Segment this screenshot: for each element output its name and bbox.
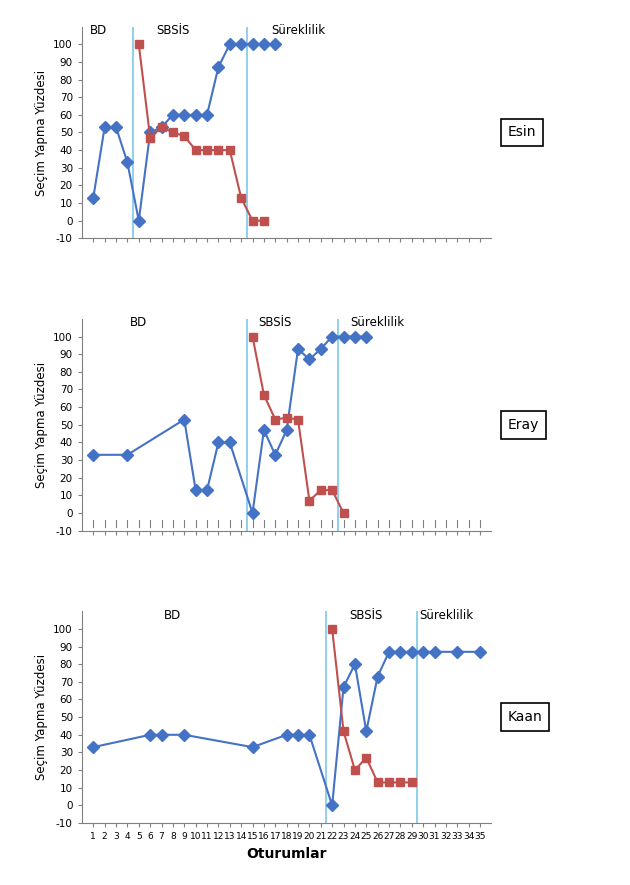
Text: SBSİS: SBSİS xyxy=(258,317,292,329)
Text: Süreklilik: Süreklilik xyxy=(271,24,325,37)
Text: Kaan: Kaan xyxy=(508,710,542,724)
Text: Süreklilik: Süreklilik xyxy=(419,609,473,622)
Y-axis label: Seçim Yapma Yüzdesi: Seçim Yapma Yüzdesi xyxy=(35,69,48,196)
Text: BD: BD xyxy=(164,609,181,622)
Text: Eray: Eray xyxy=(508,418,539,432)
Text: SBSİS: SBSİS xyxy=(156,24,190,37)
Text: BD: BD xyxy=(130,317,147,329)
Text: Süreklilik: Süreklilik xyxy=(350,317,404,329)
Text: Esin: Esin xyxy=(508,126,536,140)
Text: BD: BD xyxy=(90,24,108,37)
Y-axis label: Seçim Yapma Yüzdesi: Seçim Yapma Yüzdesi xyxy=(35,362,48,488)
Y-axis label: Seçim Yapma Yüzdesi: Seçim Yapma Yüzdesi xyxy=(35,654,48,781)
X-axis label: Oturumlar: Oturumlar xyxy=(246,847,327,860)
Text: SBSİS: SBSİS xyxy=(350,609,383,622)
